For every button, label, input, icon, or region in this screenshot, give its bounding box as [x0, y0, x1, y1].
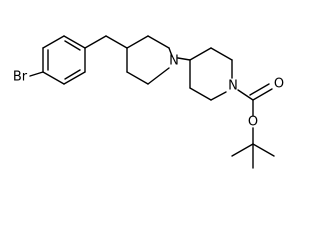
bond: [126, 35, 149, 49]
bonds: [29, 35, 275, 169]
bond: [126, 71, 149, 85]
bond: [210, 91, 227, 101]
bond: [63, 71, 86, 85]
bond: [84, 35, 107, 49]
atom-label: N: [228, 79, 238, 94]
bond: [252, 143, 275, 157]
atom-label: Br: [13, 70, 28, 85]
atom-label: N: [169, 54, 179, 69]
bond: [42, 35, 65, 49]
bond: [189, 87, 212, 101]
bond: [42, 71, 65, 85]
bond: [64, 40, 81, 51]
bond: [237, 89, 254, 101]
atom-label: O: [248, 115, 258, 130]
bond: [105, 35, 128, 49]
bond: [177, 57, 191, 61]
bond: [147, 67, 170, 85]
molecule-diagram: Br N N O O: [13, 35, 284, 169]
bond: [168, 47, 173, 57]
bond: [147, 35, 170, 49]
atom-label: O: [274, 77, 284, 92]
bond: [210, 47, 233, 61]
bond: [231, 143, 254, 157]
bond: [63, 35, 86, 49]
bond: [64, 69, 81, 80]
bond: [249, 83, 270, 96]
bond: [252, 88, 273, 101]
bond: [189, 47, 212, 61]
bond: [29, 71, 44, 77]
